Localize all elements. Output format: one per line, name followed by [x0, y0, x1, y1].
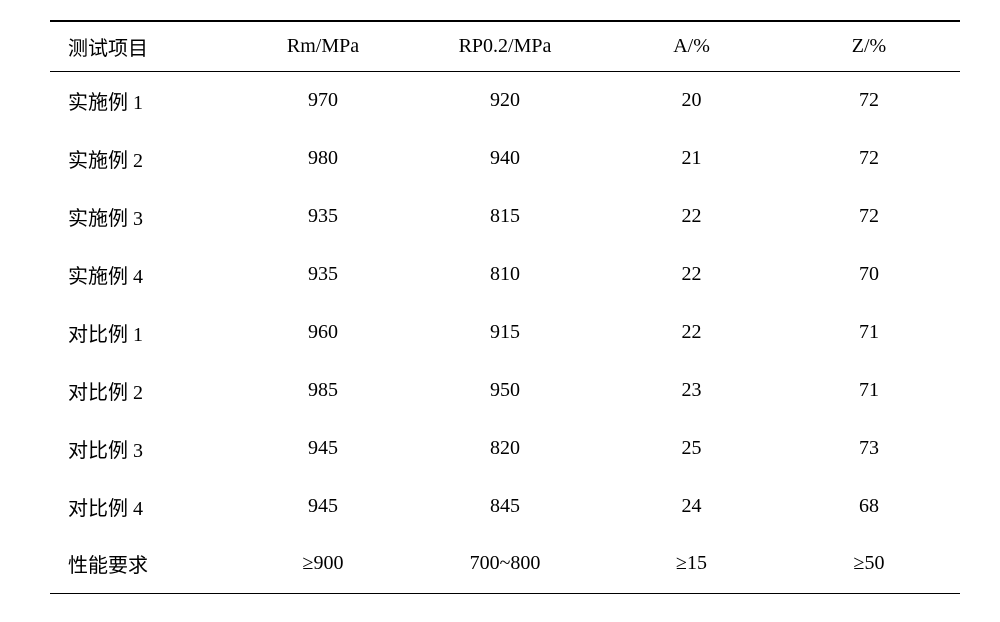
table-row: 性能要求 ≥900 700~800 ≥15 ≥50: [50, 535, 960, 593]
table-row: 对比例 2 985 950 23 71: [50, 361, 960, 419]
row-label: 对比例 1: [50, 303, 241, 361]
cell: 72: [778, 129, 960, 187]
table-row: 实施例 1 970 920 20 72: [50, 71, 960, 129]
cell: 980: [241, 129, 405, 187]
cell: 23: [605, 361, 778, 419]
cell: 935: [241, 245, 405, 303]
cell: 950: [405, 361, 605, 419]
cell: 72: [778, 71, 960, 129]
col-header-rp02: RP0.2/MPa: [405, 21, 605, 71]
cell: 72: [778, 187, 960, 245]
row-label: 实施例 1: [50, 71, 241, 129]
cell: 24: [605, 477, 778, 535]
cell: ≥900: [241, 535, 405, 593]
table-row: 对比例 3 945 820 25 73: [50, 419, 960, 477]
row-label: 实施例 3: [50, 187, 241, 245]
cell: 945: [241, 477, 405, 535]
cell: 985: [241, 361, 405, 419]
cell: 22: [605, 187, 778, 245]
row-label: 实施例 4: [50, 245, 241, 303]
col-header-a: A/%: [605, 21, 778, 71]
table-row: 实施例 3 935 815 22 72: [50, 187, 960, 245]
cell: 73: [778, 419, 960, 477]
cell: 815: [405, 187, 605, 245]
cell: 845: [405, 477, 605, 535]
cell: 960: [241, 303, 405, 361]
row-label: 对比例 4: [50, 477, 241, 535]
cell: 21: [605, 129, 778, 187]
cell: 970: [241, 71, 405, 129]
cell: 945: [241, 419, 405, 477]
table-row: 对比例 1 960 915 22 71: [50, 303, 960, 361]
cell: 22: [605, 303, 778, 361]
table-row: 实施例 4 935 810 22 70: [50, 245, 960, 303]
row-label: 实施例 2: [50, 129, 241, 187]
cell: 915: [405, 303, 605, 361]
cell: 940: [405, 129, 605, 187]
cell: ≥15: [605, 535, 778, 593]
cell: 20: [605, 71, 778, 129]
cell: 71: [778, 303, 960, 361]
cell: 71: [778, 361, 960, 419]
page: 测试项目 Rm/MPa RP0.2/MPa A/% Z/% 实施例 1 970 …: [0, 0, 1000, 622]
data-table: 测试项目 Rm/MPa RP0.2/MPa A/% Z/% 实施例 1 970 …: [50, 20, 960, 594]
cell: 700~800: [405, 535, 605, 593]
cell: 68: [778, 477, 960, 535]
table-row: 实施例 2 980 940 21 72: [50, 129, 960, 187]
cell: 22: [605, 245, 778, 303]
col-header-rm: Rm/MPa: [241, 21, 405, 71]
cell: 25: [605, 419, 778, 477]
row-label: 性能要求: [50, 535, 241, 593]
table-row: 对比例 4 945 845 24 68: [50, 477, 960, 535]
cell: 70: [778, 245, 960, 303]
cell: 820: [405, 419, 605, 477]
table-header-row: 测试项目 Rm/MPa RP0.2/MPa A/% Z/%: [50, 21, 960, 71]
cell: 920: [405, 71, 605, 129]
cell: 935: [241, 187, 405, 245]
cell: ≥50: [778, 535, 960, 593]
row-label: 对比例 3: [50, 419, 241, 477]
cell: 810: [405, 245, 605, 303]
col-header-z: Z/%: [778, 21, 960, 71]
row-label: 对比例 2: [50, 361, 241, 419]
col-header-test-item: 测试项目: [50, 21, 241, 71]
